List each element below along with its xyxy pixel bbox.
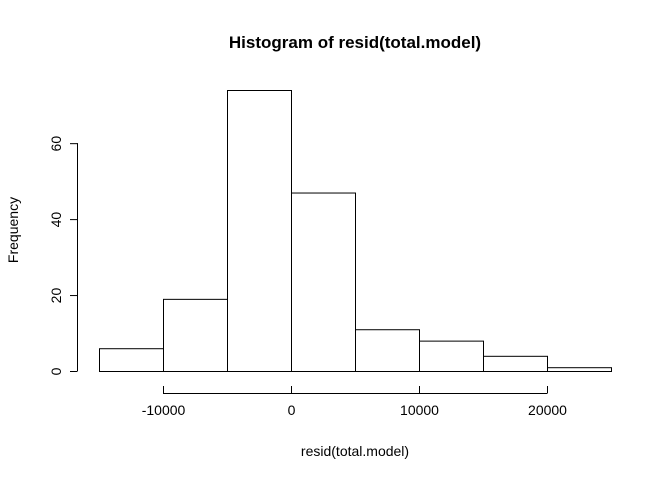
y-axis: 0 20 40 60 (48, 136, 78, 375)
y-tick-label: 60 (48, 136, 64, 152)
histogram-bar (547, 367, 612, 372)
histogram-bar (227, 90, 292, 372)
histogram-bar (163, 298, 228, 372)
histogram-bar (419, 340, 484, 372)
histogram-bars (99, 90, 612, 373)
y-axis-label: Frequency (5, 197, 21, 263)
x-tick-label: 0 (288, 402, 296, 418)
histogram-bar (99, 348, 164, 372)
x-tick-label: 10000 (400, 402, 439, 418)
histogram-bar (355, 329, 420, 373)
histogram-bar (483, 355, 548, 373)
x-axis: -10000 0 10000 20000 (142, 386, 567, 418)
histogram-bar (291, 192, 356, 372)
y-tick-label: 20 (48, 288, 64, 304)
x-axis-label: resid(total.model) (301, 443, 409, 459)
y-tick-label: 40 (48, 212, 64, 228)
chart-title: Histogram of resid(total.model) (229, 33, 481, 52)
x-tick-label: -10000 (142, 402, 186, 418)
y-tick-label: 0 (48, 367, 64, 375)
x-tick-label: 20000 (528, 402, 567, 418)
